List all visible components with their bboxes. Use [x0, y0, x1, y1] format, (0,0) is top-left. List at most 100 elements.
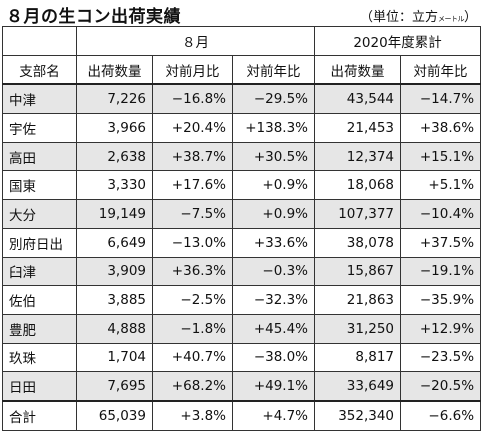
cell-ytd-yoy: −23.5%: [400, 342, 482, 373]
cell-month-yoy: +49.1%: [231, 371, 316, 402]
cell-month-qty: 6,649: [76, 227, 153, 258]
header-group-month: ８月: [75, 26, 316, 56]
cell-month-mom: −7.5%: [152, 199, 233, 229]
cell-region: 別府日出: [2, 227, 77, 258]
unit-suffix: ）: [463, 10, 477, 25]
document-page: ８月の生コン出荷実績 （単位：立方メートル） ８月 2020年度累計 支部名 出…: [2, 6, 482, 431]
cell-month-qty: 3,885: [76, 285, 153, 315]
cell-month-mom: +40.7%: [152, 342, 233, 373]
total-row: 合計 65,039 +3.8% +4.7% 352,340 −6.6%: [2, 399, 482, 431]
cell-ytd-qty: 38,078: [314, 227, 402, 258]
cell-month-mom: −2.5%: [152, 285, 233, 315]
cell-ytd-qty: 43,544: [314, 83, 402, 115]
cell-month-mom: −13.0%: [152, 227, 233, 258]
table-row: 別府日出 6,649 −13.0% +33.6% 38,078 +37.5%: [2, 227, 482, 258]
header-month-yoy: 対前年比: [231, 54, 316, 86]
total-cell-region: 合計: [2, 399, 77, 431]
header-group-ytd: 2020年度累計: [314, 26, 482, 56]
cell-ytd-yoy: +12.9%: [400, 313, 482, 344]
cell-region: 佐伯: [2, 285, 77, 315]
cell-ytd-qty: 18,068: [314, 170, 402, 201]
cell-region: 高田: [2, 141, 77, 172]
cell-month-yoy: −38.0%: [231, 342, 316, 373]
cell-ytd-qty: 21,863: [314, 285, 402, 315]
cell-ytd-yoy: −19.1%: [400, 256, 482, 287]
cell-region: 豊肥: [2, 313, 77, 344]
cell-ytd-yoy: +5.1%: [400, 170, 482, 201]
cell-month-mom: −16.8%: [152, 83, 233, 115]
table-row: 豊肥 4,888 −1.8% +45.4% 31,250 +12.9%: [2, 313, 482, 344]
cell-ytd-qty: 12,374: [314, 141, 402, 172]
header-row-groups: ８月 2020年度累計: [2, 26, 482, 56]
cell-ytd-qty: 107,377: [314, 199, 402, 229]
shipment-table: ８月 2020年度累計 支部名 出荷数量 対前月比 対前年比 出荷数量 対前年比…: [2, 26, 482, 431]
header-row-columns: 支部名 出荷数量 対前月比 対前年比 出荷数量 対前年比: [2, 54, 482, 86]
cell-ytd-qty: 21,453: [314, 113, 402, 143]
cell-ytd-yoy: −20.5%: [400, 371, 482, 402]
total-cell-ytd-qty: 352,340: [314, 399, 402, 431]
table-row: 佐伯 3,885 −2.5% −32.3% 21,863 −35.9%: [2, 285, 482, 315]
unit-small: メートル: [437, 15, 465, 23]
table-row: 宇佐 3,966 +20.4% +138.3% 21,453 +38.6%: [2, 113, 482, 143]
table-row: 玖珠 1,704 +40.7% −38.0% 8,817 −23.5%: [2, 342, 482, 373]
cell-month-mom: +17.6%: [152, 170, 233, 201]
document-title: ８月の生コン出荷実績: [6, 7, 181, 27]
header-month-mom: 対前月比: [152, 54, 233, 86]
total-cell-month-yoy: +4.7%: [231, 399, 316, 431]
cell-region: 臼津: [2, 256, 77, 287]
unit-note: （単位：立方メートル）: [360, 6, 477, 25]
cell-month-qty: 4,888: [76, 313, 153, 344]
cell-month-qty: 2,638: [76, 141, 153, 172]
total-cell-month-qty: 65,039: [76, 399, 153, 431]
cell-month-qty: 3,909: [76, 256, 153, 287]
cell-ytd-qty: 33,649: [314, 371, 402, 402]
cell-ytd-yoy: −35.9%: [400, 285, 482, 315]
cell-month-yoy: +138.3%: [231, 113, 316, 143]
header-ytd-qty: 出荷数量: [314, 54, 402, 86]
total-cell-month-mom: +3.8%: [152, 399, 233, 431]
cell-region: 大分: [2, 199, 77, 229]
cell-month-yoy: −0.3%: [231, 256, 316, 287]
cell-region: 国東: [2, 170, 77, 201]
cell-ytd-qty: 8,817: [314, 342, 402, 373]
cell-region: 中津: [2, 83, 77, 115]
table-row: 日田 7,695 +68.2% +49.1% 33,649 −20.5%: [2, 371, 482, 402]
table-row: 国東 3,330 +17.6% +0.9% 18,068 +5.1%: [2, 170, 482, 201]
table-row: 臼津 3,909 +36.3% −0.3% 15,867 −19.1%: [2, 256, 482, 287]
cell-month-qty: 7,226: [76, 83, 153, 115]
cell-ytd-yoy: +38.6%: [400, 113, 482, 143]
cell-month-qty: 19,149: [76, 199, 153, 229]
cell-month-mom: +20.4%: [152, 113, 233, 143]
cell-ytd-qty: 15,867: [314, 256, 402, 287]
cell-month-qty: 3,330: [76, 170, 153, 201]
cell-month-mom: +68.2%: [152, 371, 233, 402]
cell-month-yoy: +0.9%: [231, 199, 316, 229]
cell-ytd-yoy: +37.5%: [400, 227, 482, 258]
cell-region: 玖珠: [2, 342, 77, 373]
table-row: 中津 7,226 −16.8% −29.5% 43,544 −14.7%: [2, 83, 482, 115]
unit-prefix: （単位：立方: [359, 10, 438, 25]
header-ytd-yoy: 対前年比: [400, 54, 482, 86]
cell-month-qty: 3,966: [76, 113, 153, 143]
cell-month-mom: −1.8%: [152, 313, 233, 344]
cell-ytd-yoy: +15.1%: [400, 141, 482, 172]
cell-month-yoy: +30.5%: [231, 141, 316, 172]
header-blank: [2, 26, 77, 56]
cell-month-yoy: −32.3%: [231, 285, 316, 315]
table-body: 中津 7,226 −16.8% −29.5% 43,544 −14.7% 宇佐 3,966 +2…: [2, 83, 482, 431]
table-row: 大分 19,149 −7.5% +0.9% 107,377 −10.4%: [2, 199, 482, 229]
total-cell-ytd-yoy: −6.6%: [400, 399, 482, 431]
header-region: 支部名: [2, 54, 77, 86]
cell-ytd-yoy: −10.4%: [400, 199, 482, 229]
cell-ytd-qty: 31,250: [314, 313, 402, 344]
cell-region: 日田: [2, 371, 77, 402]
cell-month-yoy: +33.6%: [231, 227, 316, 258]
cell-region: 宇佐: [2, 113, 77, 143]
cell-month-mom: +38.7%: [152, 141, 233, 172]
cell-month-yoy: +0.9%: [231, 170, 316, 201]
cell-month-qty: 7,695: [76, 371, 153, 402]
cell-ytd-yoy: −14.7%: [400, 83, 482, 115]
cell-month-yoy: −29.5%: [231, 83, 316, 115]
cell-month-mom: +36.3%: [152, 256, 233, 287]
cell-month-yoy: +45.4%: [231, 313, 316, 344]
